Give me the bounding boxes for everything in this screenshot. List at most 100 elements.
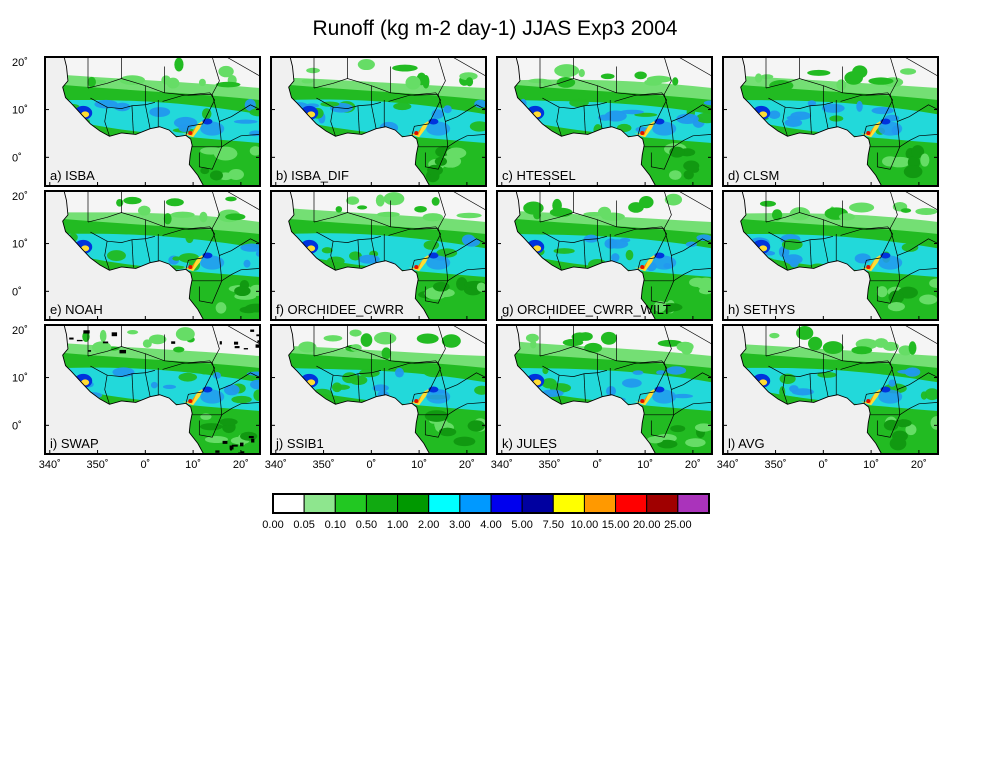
map-panel: g) ORCHIDEE_CWRR_WILT <box>496 190 713 321</box>
country-border <box>904 325 938 345</box>
country-border <box>663 57 672 95</box>
colorbar-swatch <box>428 493 461 514</box>
colorbar-label: 10.00 <box>571 519 599 531</box>
country-border <box>542 97 560 122</box>
country-border <box>211 57 220 95</box>
country-border <box>583 105 586 134</box>
country-border <box>671 389 712 416</box>
coastline <box>514 57 712 186</box>
colorbar-label: 0.05 <box>293 519 314 531</box>
panel-frame <box>496 324 713 455</box>
country-border <box>388 92 442 136</box>
country-border <box>542 231 560 256</box>
country-border <box>556 389 562 405</box>
country-border <box>424 146 449 170</box>
country-border <box>785 370 833 377</box>
country-border <box>768 231 786 256</box>
colorbar-swatch <box>334 493 367 514</box>
lon-tick-label: 350˚ <box>313 459 335 471</box>
country-border <box>678 57 712 77</box>
country-border <box>162 360 216 404</box>
colorbar-label: 0.00 <box>262 519 283 531</box>
country-border <box>162 92 216 136</box>
lat-tick-label: 20˚ <box>12 325 28 337</box>
coastline <box>514 325 712 454</box>
map-panel: a) ISBA <box>44 56 261 187</box>
country-border <box>424 280 449 304</box>
lon-tick-label: 10˚ <box>637 459 653 471</box>
colorbar-swatch <box>303 493 336 514</box>
country-border <box>90 97 108 122</box>
country-border <box>889 94 938 122</box>
colorbar-label: 15.00 <box>602 519 630 531</box>
lon-tick-label: 20˚ <box>685 459 701 471</box>
panel-label: a) ISBA <box>50 168 95 183</box>
lon-tick-label: 0˚ <box>818 459 828 471</box>
country-border <box>897 389 938 416</box>
country-border <box>452 191 486 211</box>
colorbar-label: 3.00 <box>449 519 470 531</box>
country-border <box>388 360 442 404</box>
country-border <box>437 191 446 229</box>
country-border <box>437 325 446 363</box>
lat-tick-label: 0˚ <box>12 286 22 298</box>
country-border <box>663 325 672 363</box>
colorbar-swatch <box>490 493 523 514</box>
country-border <box>104 121 110 137</box>
country-border <box>107 236 155 243</box>
country-border <box>889 191 898 229</box>
country-border <box>782 255 788 271</box>
colorbar-label: 7.50 <box>543 519 564 531</box>
panel-frame <box>496 190 713 321</box>
lat-tick-label: 10˚ <box>12 105 28 117</box>
map-panel: l) AVG <box>722 324 939 455</box>
colorbar-swatch <box>552 493 585 514</box>
country-border <box>614 360 668 404</box>
lon-tick-label: 20˚ <box>911 459 927 471</box>
lon-tick-label: 20˚ <box>459 459 475 471</box>
colorbar-label: 5.00 <box>511 519 532 531</box>
country-border <box>211 191 220 229</box>
colorbar-swatch <box>397 493 430 514</box>
country-border <box>904 191 938 211</box>
country-border <box>131 239 134 268</box>
country-border <box>452 325 486 345</box>
country-border <box>211 362 260 390</box>
colorbar-swatch <box>365 493 399 514</box>
map-panel: i) SWAP <box>44 324 261 455</box>
panel-frame <box>270 56 487 187</box>
colorbar: 0.00 0.05 0.10 0.50 1.00 2.00 3.00 4.00 5.00 7.50… <box>262 493 710 531</box>
country-border <box>876 146 901 170</box>
country-border <box>542 365 560 390</box>
country-border <box>219 255 260 282</box>
country-border <box>131 373 134 402</box>
panel-frame <box>44 190 261 321</box>
coastline <box>740 191 938 320</box>
country-border <box>559 370 607 377</box>
country-border <box>663 228 712 256</box>
panel-frame <box>270 324 487 455</box>
panel-label: f) ORCHIDEE_CWRR <box>276 302 404 317</box>
panel-label: i) SWAP <box>50 436 99 451</box>
country-border <box>211 228 260 256</box>
country-border <box>330 255 336 271</box>
colorbar-label: 0.10 <box>325 519 346 531</box>
country-border <box>162 226 216 270</box>
coastline <box>288 57 486 186</box>
panel-frame <box>722 190 939 321</box>
country-border <box>226 191 260 211</box>
country-border <box>437 362 486 390</box>
country-border <box>678 191 712 211</box>
country-border <box>785 236 833 243</box>
colorbar-swatch <box>677 493 710 514</box>
colorbar-swatch <box>272 493 305 514</box>
map-panel: k) JULES <box>496 324 713 455</box>
panel-label: b) ISBA_DIF <box>276 168 349 183</box>
panel-label: j) SSIB1 <box>275 436 324 451</box>
country-border <box>330 121 336 137</box>
country-border <box>131 105 134 134</box>
lon-tick-label: 340˚ <box>717 459 739 471</box>
country-border <box>559 102 607 109</box>
map-panel: f) ORCHIDEE_CWRR <box>270 190 487 321</box>
